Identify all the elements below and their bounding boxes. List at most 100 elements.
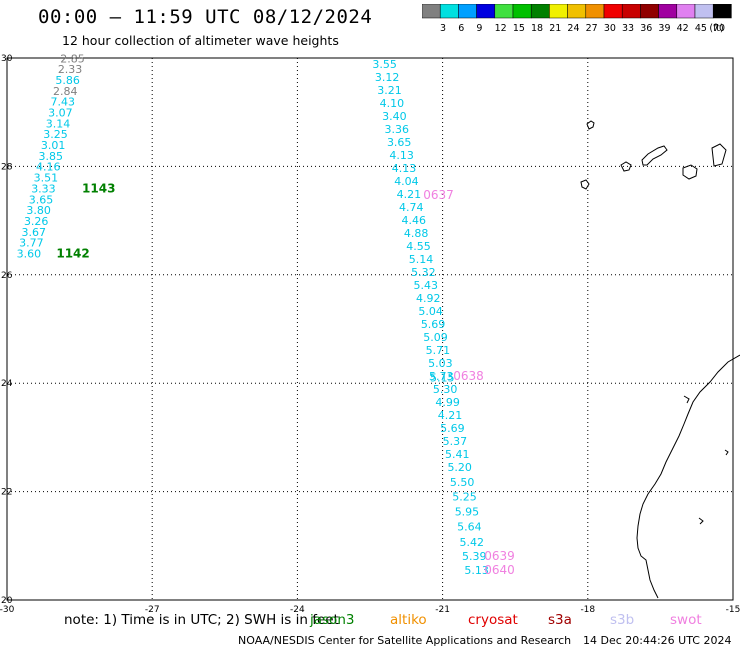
swh-value-label: 5.42 (460, 536, 485, 549)
island-la-palma (580, 179, 590, 190)
swh-value-label: 5.73 (429, 370, 454, 383)
scale-tick-label: 27 (586, 23, 598, 34)
swh-value-label: 2.33 (58, 63, 83, 76)
swh-value-label: 4.88 (404, 227, 429, 240)
footer-credit: NOAA/NESDIS Center for Satellite Applica… (238, 634, 572, 647)
scale-tick-label: 6 (458, 23, 464, 34)
swh-value-label: 4.21 (397, 188, 422, 201)
swh-value-label: 5.13 (464, 564, 489, 577)
swh-value-label: 5.30 (433, 383, 458, 396)
swh-value-label: 5.41 (445, 448, 470, 461)
x-tick-label: -30 (0, 605, 15, 615)
satellite-legend-item: cryosat (468, 612, 518, 628)
swh-value-label: 4.13 (389, 149, 414, 162)
swh-value-label: 4.13 (392, 162, 417, 175)
track-marks: 2.852.335.862.847.433.073.143.253.013.85… (17, 52, 515, 577)
page-title: 00:00 – 11:59 UTC 08/12/2024 (38, 6, 373, 28)
swh-value-label: 5.71 (426, 344, 451, 357)
scale-tick-label: 70 (713, 23, 725, 34)
scale-tick-label: 39 (658, 23, 670, 34)
satellite-legend-item: altiko (390, 612, 427, 628)
satellite-legend-item: s3a (548, 612, 572, 628)
pass-time-label: 1143 (82, 181, 115, 195)
swh-value-label: 5.25 (452, 490, 477, 503)
swh-value-label: 3.21 (377, 84, 402, 97)
swh-value-label: 5.64 (457, 521, 482, 534)
pass-time-label: 0639 (484, 549, 515, 563)
swh-value-label: 3.01 (41, 139, 66, 152)
grid-lines: -30 -27 -24 -21 -18 -15 30 28 26 24 22 20 (0, 54, 740, 615)
satellite-legend-item: s3b (610, 612, 635, 628)
pass-time-label: 0640 (484, 563, 515, 577)
scale-tick-label: 33 (622, 23, 634, 34)
swh-value-label: 3.33 (31, 182, 56, 195)
wave-height-color-scale: 3 6 9 12 15 18 21 24 27 30 33 36 39 42 45 70(ft) (422, 4, 732, 34)
scale-tick-label: 9 (476, 23, 482, 34)
swh-value-label: 4.16 (36, 161, 61, 174)
scale-tick-label: 3 (440, 23, 446, 34)
island-gran-canaria (682, 164, 698, 180)
swh-value-label: 4.92 (416, 292, 441, 305)
coastline (580, 120, 740, 599)
swh-value-label: 3.77 (19, 237, 43, 250)
scale-unit: (ft) (709, 23, 723, 34)
scale-swatch (712, 4, 732, 19)
coast-detail-2 (724, 449, 729, 456)
swh-value-label: 3.26 (24, 215, 49, 228)
footer-timestamp: 14 Dec 20:44:26 UTC 2024 (583, 634, 732, 647)
swh-value-label: 4.74 (399, 201, 424, 214)
island-fuerteventura (711, 143, 727, 167)
map-frame (6, 57, 734, 601)
satellite-legend-item: jason3 (310, 612, 355, 628)
y-tick-label: 20 (1, 596, 13, 606)
swh-value-label: 3.12 (375, 71, 400, 84)
x-tick-label: -15 (726, 605, 740, 615)
scale-tick-label: 21 (549, 23, 561, 34)
swh-value-label: 3.85 (38, 150, 63, 163)
pass-time-label: 0638 (453, 369, 484, 383)
island-madeira (586, 120, 595, 130)
scale-tick-label: 12 (495, 23, 507, 34)
swh-value-label: 3.65 (387, 136, 412, 149)
scale-tick-label: 36 (640, 23, 652, 34)
swh-value-label: 4.46 (401, 214, 426, 227)
coast-detail-3 (698, 517, 704, 525)
african-coast (636, 354, 740, 599)
swh-value-label: 3.25 (43, 128, 68, 141)
swh-value-label: 3.67 (22, 226, 47, 239)
map-border (6, 57, 734, 601)
swh-value-label: 5.50 (450, 476, 475, 489)
swh-value-label: 5.39 (462, 550, 487, 563)
swh-value-label: 3.07 (48, 107, 73, 120)
y-tick-label: 28 (1, 162, 13, 172)
swh-value-label: 2.84 (53, 85, 77, 98)
swh-value-label: 5.15 (430, 372, 455, 385)
swh-value-label: 5.43 (414, 279, 439, 292)
y-tick-label: 24 (1, 379, 13, 389)
swh-value-label: 4.10 (380, 97, 405, 110)
swh-value-label: 3.80 (26, 204, 51, 217)
scale-tick-label: 30 (604, 23, 616, 34)
island-gomera (620, 161, 632, 172)
scale-tick-label: 42 (677, 23, 689, 34)
swh-value-label: 3.14 (46, 117, 71, 130)
swh-value-label: 3.36 (385, 123, 410, 136)
swh-value-label: 5.09 (423, 331, 448, 344)
swh-value-label: 4.55 (406, 240, 431, 253)
x-tick-label: -24 (290, 605, 305, 615)
swh-value-label: 3.51 (34, 172, 59, 185)
swh-value-label: 5.32 (411, 266, 436, 279)
swh-value-label: 5.69 (440, 422, 465, 435)
swh-value-label: 5.69 (421, 318, 446, 331)
swh-value-label: 5.04 (418, 305, 443, 318)
scale-tick-label: 45 (695, 23, 707, 34)
swh-value-label: 5.14 (409, 253, 434, 266)
page-subtitle: 12 hour collection of altimeter wave hei… (62, 33, 339, 48)
swh-value-label: 5.20 (447, 461, 472, 474)
swh-value-label: 4.21 (438, 409, 463, 422)
swh-value-label: 5.37 (443, 435, 468, 448)
satellite-legend-item: swot (670, 612, 702, 628)
pass-time-label: 1142 (56, 246, 89, 260)
y-tick-label: 22 (1, 488, 12, 498)
